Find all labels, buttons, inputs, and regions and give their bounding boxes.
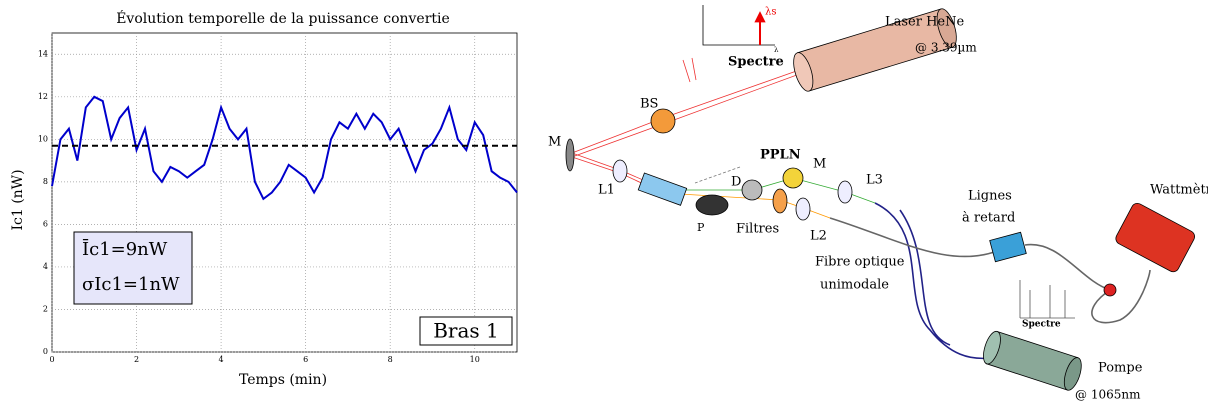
lens: [612, 159, 628, 183]
plot-area: 0 2 4 6 8 10 12 14 0 2 4 6 8 10 Īc1=9nW σIc1=1nW Bras 1: [38, 32, 518, 364]
beam: [570, 67, 806, 188]
beam: [682, 57, 697, 83]
annotation: Bras 1: [433, 319, 499, 343]
x-tick-label: 8: [388, 355, 393, 364]
mirror: [782, 167, 804, 189]
stats-box: [73, 231, 193, 305]
lens: [795, 197, 811, 221]
diagram-label: Wattmètre: [1150, 183, 1208, 198]
y-tick-label: 12: [38, 92, 48, 101]
diagram-label: M: [813, 157, 826, 172]
diagram-label: @ 3.39µm: [915, 41, 977, 55]
beam: [679, 193, 831, 219]
diagram-label: à retard: [962, 211, 1015, 226]
diagram-label: M: [548, 135, 561, 150]
diagram-label: Fibre optique: [815, 255, 905, 270]
diagram-label: Spectre: [1022, 320, 1061, 330]
diagram-label: D: [731, 175, 741, 190]
x-tick-label: 6: [303, 355, 308, 364]
diagram-label: @ 1065nm: [1075, 388, 1141, 402]
label-box: [419, 316, 513, 346]
y-tick-label: 4: [43, 262, 48, 271]
diagram-label: PPLN: [760, 148, 801, 163]
x-tick-label: 10: [470, 355, 480, 364]
annotation: σIc1=1nW: [82, 274, 180, 295]
y-tick-label: 10: [38, 134, 48, 143]
x-tick-label: 0: [49, 355, 54, 364]
arrow: [694, 166, 741, 184]
diagram-label: Laser HeNe: [885, 15, 965, 30]
spectrum-axes: [1019, 280, 1075, 319]
diagram-label: Spectre: [728, 55, 784, 70]
diagram-label: Filtres: [736, 222, 779, 237]
y-axis-label: Ic1 (nW): [10, 169, 26, 230]
mirror: [565, 138, 575, 172]
pump-fiber: [874, 202, 991, 360]
dichroic: [741, 179, 763, 201]
beam-splitter: [650, 108, 676, 134]
diagram-label: L1: [598, 183, 615, 198]
diagram-label: λ: [774, 46, 779, 54]
y-tick-label: 6: [43, 219, 48, 228]
diagram-label: BS: [640, 97, 658, 112]
spectrum-axes: [702, 5, 775, 46]
diagram-label: unimodale: [820, 278, 889, 293]
delay-line: [989, 231, 1027, 263]
chart-title: Évolution temporelle de la puissance con…: [116, 9, 450, 27]
diagram-label: P: [697, 221, 705, 234]
y-tick-label: 0: [43, 347, 48, 356]
detector: [1103, 283, 1117, 297]
diagram-label: λs: [765, 7, 776, 18]
lens: [837, 180, 853, 204]
fiber: [829, 217, 1151, 324]
pump-laser: [983, 330, 1082, 391]
data-line: [51, 95, 518, 201]
arrow: [754, 11, 766, 23]
diagram-label: L2: [810, 229, 827, 244]
diagram: [565, 5, 1195, 391]
y-tick-label: 8: [43, 177, 48, 186]
laser: [793, 8, 957, 92]
filter: [772, 188, 788, 214]
x-tick-label: 4: [219, 355, 224, 364]
prism: [695, 194, 729, 216]
y-tick-label: 2: [43, 304, 48, 313]
diagram-label: Pompe: [1098, 361, 1143, 376]
y-tick-label: 14: [38, 49, 48, 58]
x-axis-label: Temps (min): [239, 372, 327, 388]
ppln: [637, 172, 688, 206]
x-tick-label: 2: [134, 355, 139, 364]
diagram-label: Lignes: [968, 189, 1012, 204]
wattmeter: [1115, 202, 1195, 273]
diagram-label: L3: [866, 173, 883, 188]
annotation: Īc1=9nW: [82, 237, 168, 260]
